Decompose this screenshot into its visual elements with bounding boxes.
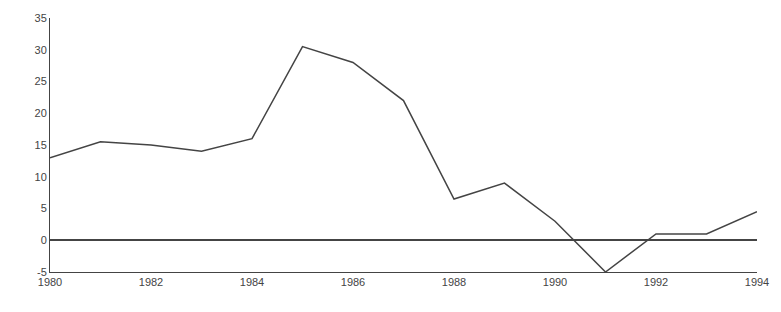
svg-text:1988: 1988 bbox=[442, 276, 466, 288]
svg-text:25: 25 bbox=[35, 75, 47, 87]
svg-text:15: 15 bbox=[35, 139, 47, 151]
svg-text:1982: 1982 bbox=[139, 276, 163, 288]
svg-text:20: 20 bbox=[35, 107, 47, 119]
svg-text:35: 35 bbox=[35, 12, 47, 24]
svg-text:30: 30 bbox=[35, 44, 47, 56]
svg-text:1990: 1990 bbox=[543, 276, 567, 288]
svg-text:1984: 1984 bbox=[240, 276, 264, 288]
svg-text:0: 0 bbox=[41, 234, 47, 246]
svg-text:1980: 1980 bbox=[38, 276, 62, 288]
svg-text:1994: 1994 bbox=[745, 276, 769, 288]
svg-text:5: 5 bbox=[41, 202, 47, 214]
svg-text:10: 10 bbox=[35, 171, 47, 183]
svg-text:1986: 1986 bbox=[341, 276, 365, 288]
svg-text:-5: -5 bbox=[37, 266, 47, 278]
svg-text:1992: 1992 bbox=[644, 276, 668, 288]
